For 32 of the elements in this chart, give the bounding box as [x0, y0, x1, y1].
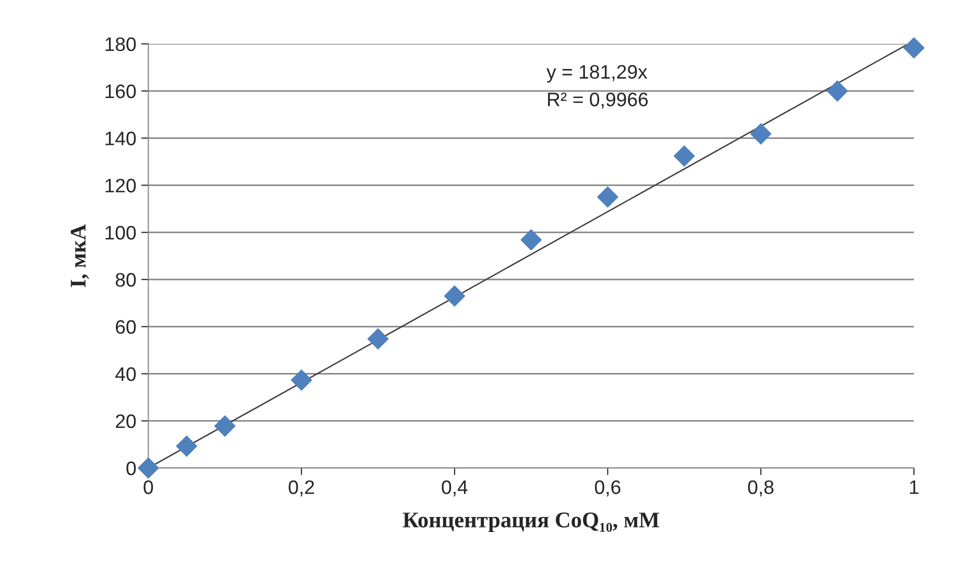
x-tick-label: 0: [144, 480, 153, 494]
x-tick-label: 0,2: [288, 480, 314, 496]
point: [290, 369, 312, 391]
y-tick-label: 20: [116, 414, 136, 428]
point: [138, 457, 160, 479]
annotation: y = 181,29x: [546, 65, 648, 83]
x-tick-label: 0,6: [594, 480, 620, 496]
point: [367, 328, 389, 350]
point: [214, 415, 236, 437]
x-tick-label: 0,8: [748, 480, 774, 496]
point: [444, 285, 466, 307]
point: [673, 145, 696, 167]
y-tick-label: 160: [106, 84, 136, 98]
y-tick-label: 100: [106, 226, 136, 240]
y-tick-label: 140: [106, 132, 136, 146]
annotation: R² = 0,9966: [548, 92, 648, 109]
x-tick-label: 0,4: [442, 480, 468, 496]
point: [750, 123, 772, 145]
y-tick-label: 40: [115, 367, 136, 381]
y-tick-label: 80: [116, 272, 136, 287]
x-tick-label: 1: [910, 480, 918, 494]
point: [520, 229, 542, 251]
y-axis-title: I, мкА: [70, 224, 89, 288]
point: [903, 37, 925, 59]
y-tick-label: 60: [116, 320, 136, 334]
point: [176, 435, 198, 457]
y-tick-label: 180: [106, 37, 136, 52]
y-tick-label: 120: [106, 178, 136, 192]
point: [826, 80, 848, 102]
y-tick-label: 0: [126, 461, 136, 476]
x-axis-title: Концентрация CoQ₁₀, мМ: [402, 512, 660, 532]
point: [596, 186, 618, 208]
